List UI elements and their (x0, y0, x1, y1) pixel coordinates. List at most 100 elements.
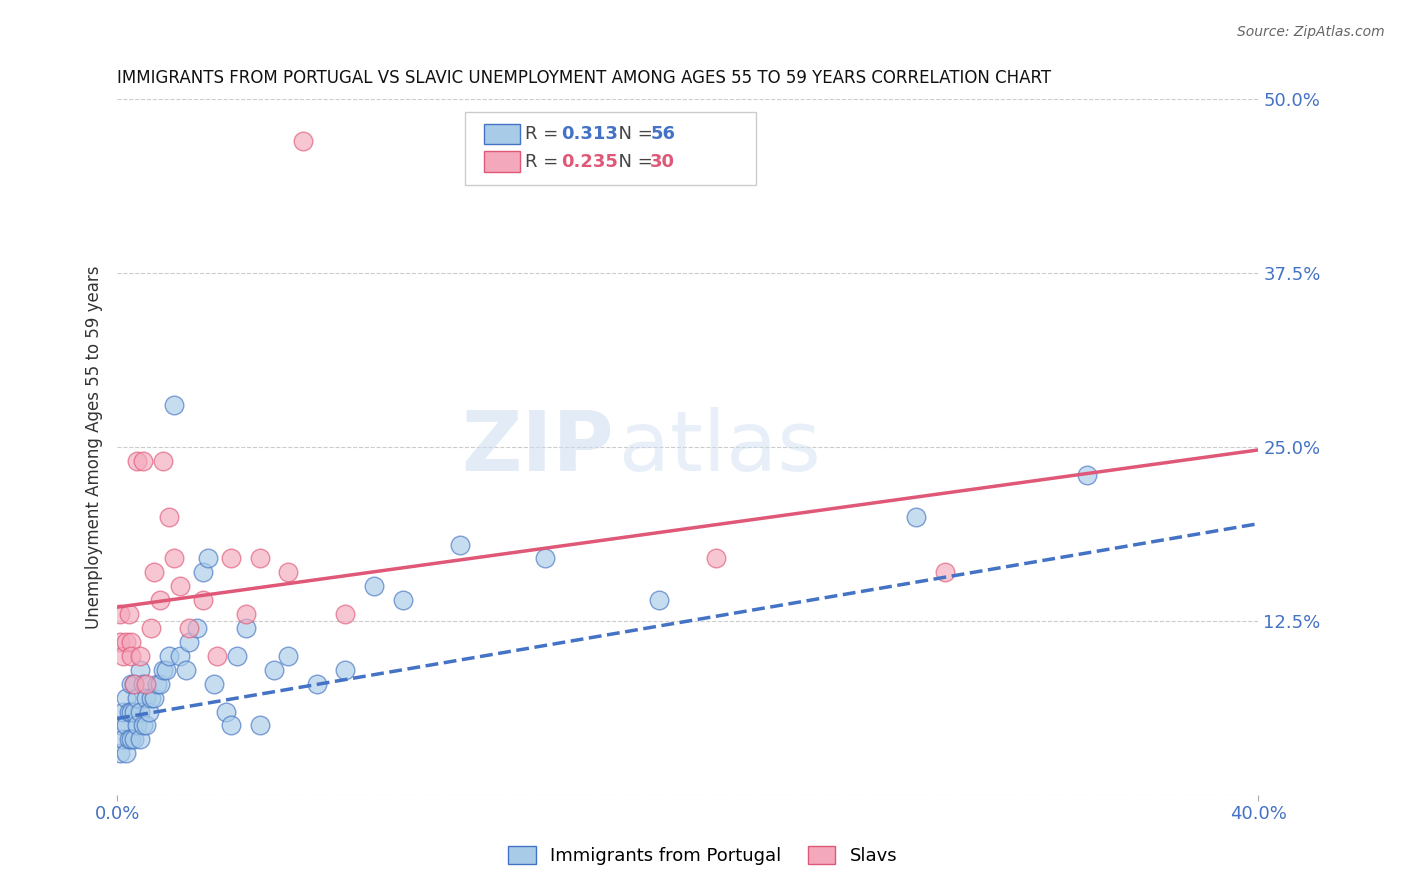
Point (141, 621, 163, 635)
Point (111, 732, 134, 747)
Point (120, 677, 142, 691)
Point (149, 677, 172, 691)
Point (1076, 467, 1098, 482)
Point (108, 747, 131, 761)
Point (124, 705, 146, 719)
Point (648, 593, 671, 607)
Text: 30: 30 (650, 153, 675, 170)
Point (221, 718, 243, 732)
Point (108, 718, 131, 732)
Point (132, 454, 155, 468)
FancyBboxPatch shape (484, 152, 520, 172)
Point (149, 593, 172, 607)
Point (117, 705, 139, 719)
Point (169, 579, 191, 593)
Point (124, 677, 146, 691)
Point (169, 648, 191, 663)
Point (135, 690, 157, 705)
Text: N =: N = (607, 125, 658, 143)
Point (117, 607, 139, 621)
Point (235, 607, 257, 621)
Text: 0.313: 0.313 (561, 125, 619, 143)
Point (108, 607, 131, 621)
Point (163, 551, 186, 566)
Point (157, 509, 180, 524)
Point (249, 551, 271, 566)
Point (152, 663, 174, 677)
Point (277, 648, 299, 663)
Point (191, 593, 214, 607)
Point (135, 718, 157, 732)
Text: R =: R = (524, 153, 564, 170)
Point (391, 593, 413, 607)
Point (127, 454, 149, 468)
Point (205, 648, 228, 663)
Point (163, 398, 186, 412)
Legend: Immigrants from Portugal, Slavs: Immigrants from Portugal, Slavs (499, 838, 907, 874)
Point (277, 566, 299, 580)
Text: R =: R = (524, 125, 564, 143)
Point (146, 677, 169, 691)
Text: 56: 56 (650, 125, 675, 143)
Point (124, 677, 146, 691)
Point (141, 690, 163, 705)
Point (186, 621, 208, 635)
Text: 0.235: 0.235 (561, 153, 619, 170)
Point (143, 690, 166, 705)
Point (934, 566, 956, 580)
Point (235, 621, 257, 635)
Point (114, 718, 136, 732)
Point (335, 663, 357, 677)
Point (129, 705, 152, 719)
Text: atlas: atlas (620, 407, 821, 488)
Point (155, 663, 177, 677)
Point (191, 566, 214, 580)
Point (114, 635, 136, 649)
Point (138, 705, 160, 719)
Point (152, 454, 174, 468)
Point (120, 705, 142, 719)
Point (291, 134, 314, 148)
Point (174, 663, 197, 677)
Point (111, 705, 134, 719)
Point (114, 690, 136, 705)
Point (263, 663, 285, 677)
Point (706, 551, 728, 566)
Point (132, 677, 155, 691)
Point (197, 551, 219, 566)
Point (214, 705, 236, 719)
Point (117, 732, 139, 747)
Point (127, 718, 149, 732)
Point (221, 551, 243, 566)
Point (335, 607, 357, 621)
Point (129, 732, 152, 747)
Text: Source: ZipAtlas.com: Source: ZipAtlas.com (1237, 25, 1385, 39)
Point (305, 677, 328, 691)
Point (202, 677, 225, 691)
Point (534, 551, 557, 566)
Text: N =: N = (607, 153, 658, 170)
Point (143, 566, 166, 580)
Point (129, 663, 152, 677)
Point (108, 635, 131, 649)
Point (226, 648, 249, 663)
Point (249, 718, 271, 732)
Text: IMMIGRANTS FROM PORTUGAL VS SLAVIC UNEMPLOYMENT AMONG AGES 55 TO 59 YEARS CORREL: IMMIGRANTS FROM PORTUGAL VS SLAVIC UNEMP… (117, 69, 1052, 87)
Point (120, 732, 142, 747)
Point (114, 747, 136, 761)
Point (157, 648, 180, 663)
Point (905, 509, 928, 524)
Point (363, 579, 385, 593)
Point (120, 635, 142, 649)
Y-axis label: Unemployment Among Ages 55 to 59 years: Unemployment Among Ages 55 to 59 years (86, 266, 103, 629)
Point (449, 537, 471, 551)
Point (124, 732, 146, 747)
Point (177, 621, 200, 635)
FancyBboxPatch shape (484, 124, 520, 145)
Point (177, 635, 200, 649)
Point (129, 648, 152, 663)
Point (135, 677, 157, 691)
Point (132, 718, 155, 732)
Point (127, 690, 149, 705)
Text: ZIP: ZIP (461, 407, 613, 488)
